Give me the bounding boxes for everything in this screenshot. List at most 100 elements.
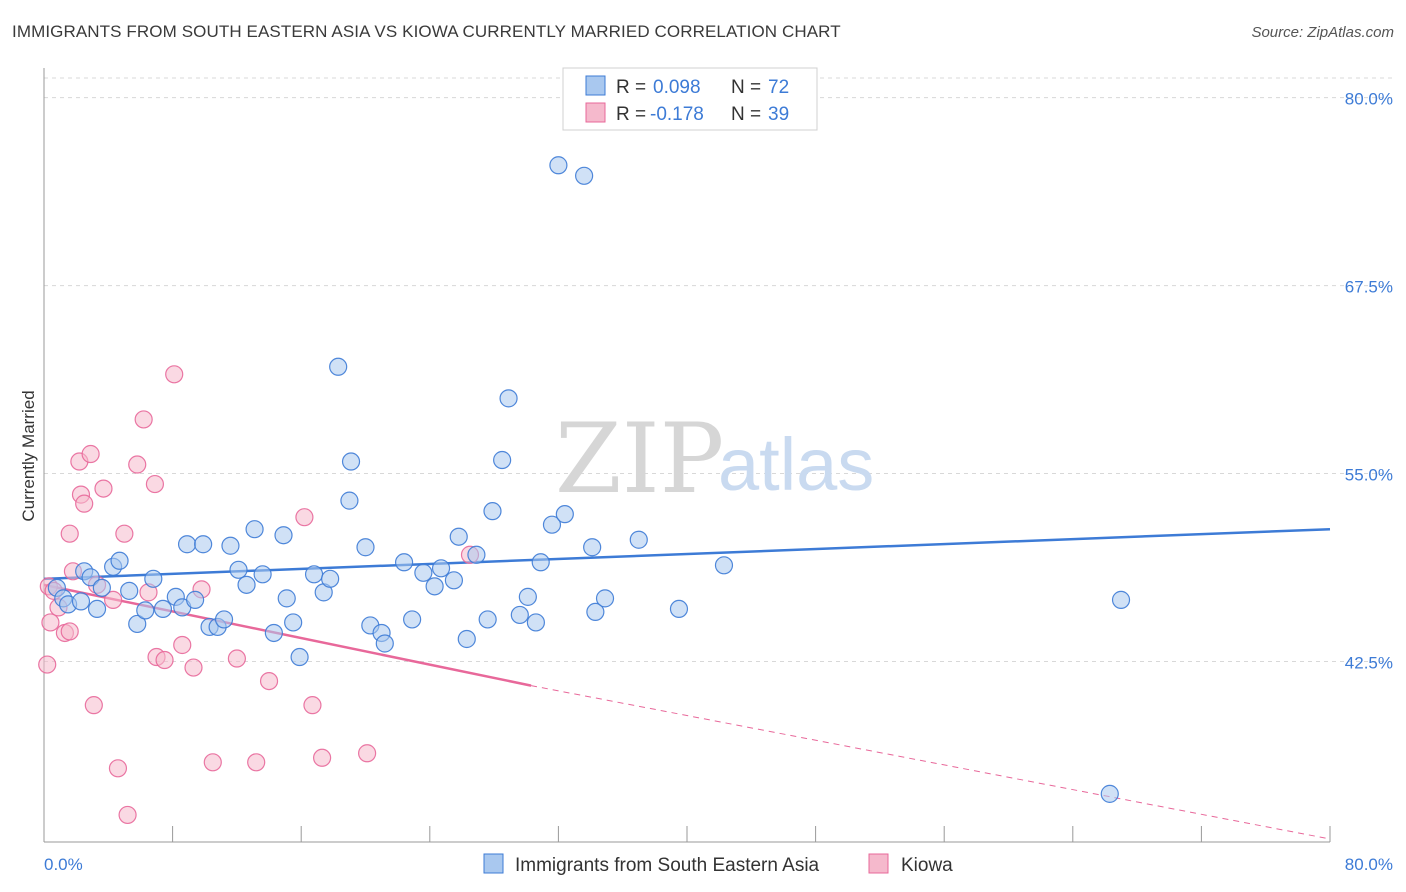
point-south-eastern-asia xyxy=(81,568,100,587)
point-kiowa xyxy=(75,494,94,513)
y-tick-label: 80.0% xyxy=(1345,90,1393,109)
trend-line-pink xyxy=(43,583,532,687)
point-south-eastern-asia xyxy=(177,535,197,554)
legend-swatch-blue xyxy=(585,75,606,96)
legend-r-value-2: -0.178 xyxy=(650,104,704,125)
point-south-eastern-asia xyxy=(356,538,375,557)
point-south-eastern-asia xyxy=(274,526,293,545)
point-south-eastern-asia xyxy=(575,166,594,185)
watermark-zip: ZIP xyxy=(555,403,724,515)
series-legend-label-pink: Kiowa xyxy=(901,855,953,876)
point-south-eastern-asia xyxy=(321,569,340,588)
point-south-eastern-asia xyxy=(595,589,615,608)
series-legend-label-blue: Immigrants from South Eastern Asia xyxy=(515,855,820,876)
point-kiowa xyxy=(108,759,128,778)
point-south-eastern-asia xyxy=(457,629,476,649)
point-south-eastern-asia xyxy=(304,565,324,584)
y-tick-labels: 42.5% 55.0% 67.5% 80.0% xyxy=(1345,90,1393,673)
legend-r-label-2: R = xyxy=(616,104,646,125)
point-south-eastern-asia xyxy=(483,502,502,521)
point-south-eastern-asia xyxy=(128,614,147,634)
point-south-eastern-asia xyxy=(221,536,240,555)
point-kiowa xyxy=(165,365,184,384)
legend-n-label-1: N = xyxy=(731,77,761,98)
point-south-eastern-asia xyxy=(518,587,537,606)
chart-title: IMMIGRANTS FROM SOUTH EASTERN ASIA VS KI… xyxy=(12,22,841,41)
point-kiowa xyxy=(81,444,100,464)
point-south-eastern-asia xyxy=(340,491,359,510)
series-legend: Immigrants from South Eastern Asia Kiowa xyxy=(483,853,953,876)
point-kiowa xyxy=(155,650,174,670)
legend-n-value-1: 72 xyxy=(768,77,789,98)
legend-r-label-1: R = xyxy=(616,77,646,98)
point-south-eastern-asia xyxy=(510,605,529,625)
point-south-eastern-asia xyxy=(414,563,433,582)
legend-n-label-2: N = xyxy=(731,104,761,125)
watermark: ZIP atlas xyxy=(555,403,874,515)
y-tick-label: 42.5% xyxy=(1345,654,1393,673)
legend-swatch-pink xyxy=(585,102,606,123)
point-kiowa xyxy=(60,524,79,543)
point-kiowa xyxy=(134,410,153,429)
point-kiowa xyxy=(247,753,266,772)
point-south-eastern-asia xyxy=(194,535,213,554)
point-south-eastern-asia xyxy=(449,527,468,546)
point-kiowa xyxy=(115,524,134,543)
point-south-eastern-asia xyxy=(531,553,550,572)
point-kiowa xyxy=(358,744,377,763)
point-kiowa xyxy=(128,455,147,474)
point-south-eastern-asia xyxy=(1100,784,1119,803)
legend-n-value-2: 39 xyxy=(768,104,789,125)
point-kiowa xyxy=(145,474,165,494)
point-south-eastern-asia xyxy=(542,515,562,534)
point-kiowa xyxy=(227,649,246,668)
point-south-eastern-asia xyxy=(120,581,139,600)
point-south-eastern-asia xyxy=(549,156,568,175)
series-legend-swatch-pink xyxy=(868,853,889,874)
x-tick-label-min: 0.0% xyxy=(44,855,83,874)
point-south-eastern-asia xyxy=(136,601,155,620)
point-south-eastern-asia xyxy=(186,590,205,609)
point-south-eastern-asia xyxy=(153,599,173,619)
data-points xyxy=(38,156,1131,825)
point-south-eastern-asia xyxy=(467,545,486,564)
point-south-eastern-asia xyxy=(92,578,111,597)
point-south-eastern-asia xyxy=(277,589,296,608)
point-south-eastern-asia xyxy=(555,505,574,524)
legend: R = 0.098 N = 72 R = -0.178 N = 39 xyxy=(562,67,818,131)
point-south-eastern-asia xyxy=(714,556,734,575)
axes xyxy=(43,68,1331,843)
point-south-eastern-asia xyxy=(290,647,309,667)
point-kiowa xyxy=(303,696,322,715)
series-legend-swatch-blue xyxy=(483,853,504,874)
point-south-eastern-asia xyxy=(425,577,444,596)
point-south-eastern-asia xyxy=(375,634,394,653)
point-south-eastern-asia xyxy=(629,530,648,549)
point-south-eastern-asia xyxy=(669,599,689,619)
point-south-eastern-asia xyxy=(144,569,163,588)
watermark-atlas: atlas xyxy=(718,423,874,506)
point-south-eastern-asia xyxy=(394,553,414,572)
point-kiowa xyxy=(184,658,203,677)
point-south-eastern-asia xyxy=(526,613,545,632)
source-label: Source: ZipAtlas.com xyxy=(1251,24,1394,41)
point-kiowa xyxy=(203,753,222,772)
x-tick-labels: 0.0% 80.0% xyxy=(44,855,1393,874)
point-south-eastern-asia xyxy=(444,571,464,590)
point-south-eastern-asia xyxy=(71,592,91,611)
point-south-eastern-asia xyxy=(237,575,256,594)
point-kiowa xyxy=(259,671,279,691)
point-south-eastern-asia xyxy=(403,610,422,629)
point-kiowa xyxy=(41,613,60,632)
point-south-eastern-asia xyxy=(245,520,264,539)
y-tick-label: 55.0% xyxy=(1345,466,1393,485)
point-kiowa xyxy=(118,805,137,825)
point-south-eastern-asia xyxy=(284,613,303,632)
point-kiowa xyxy=(84,696,103,715)
point-south-eastern-asia xyxy=(229,560,248,579)
point-south-eastern-asia xyxy=(499,389,518,408)
y-axis-label: Currently Married xyxy=(19,390,38,521)
point-south-eastern-asia xyxy=(264,623,283,643)
point-south-eastern-asia xyxy=(493,450,512,470)
